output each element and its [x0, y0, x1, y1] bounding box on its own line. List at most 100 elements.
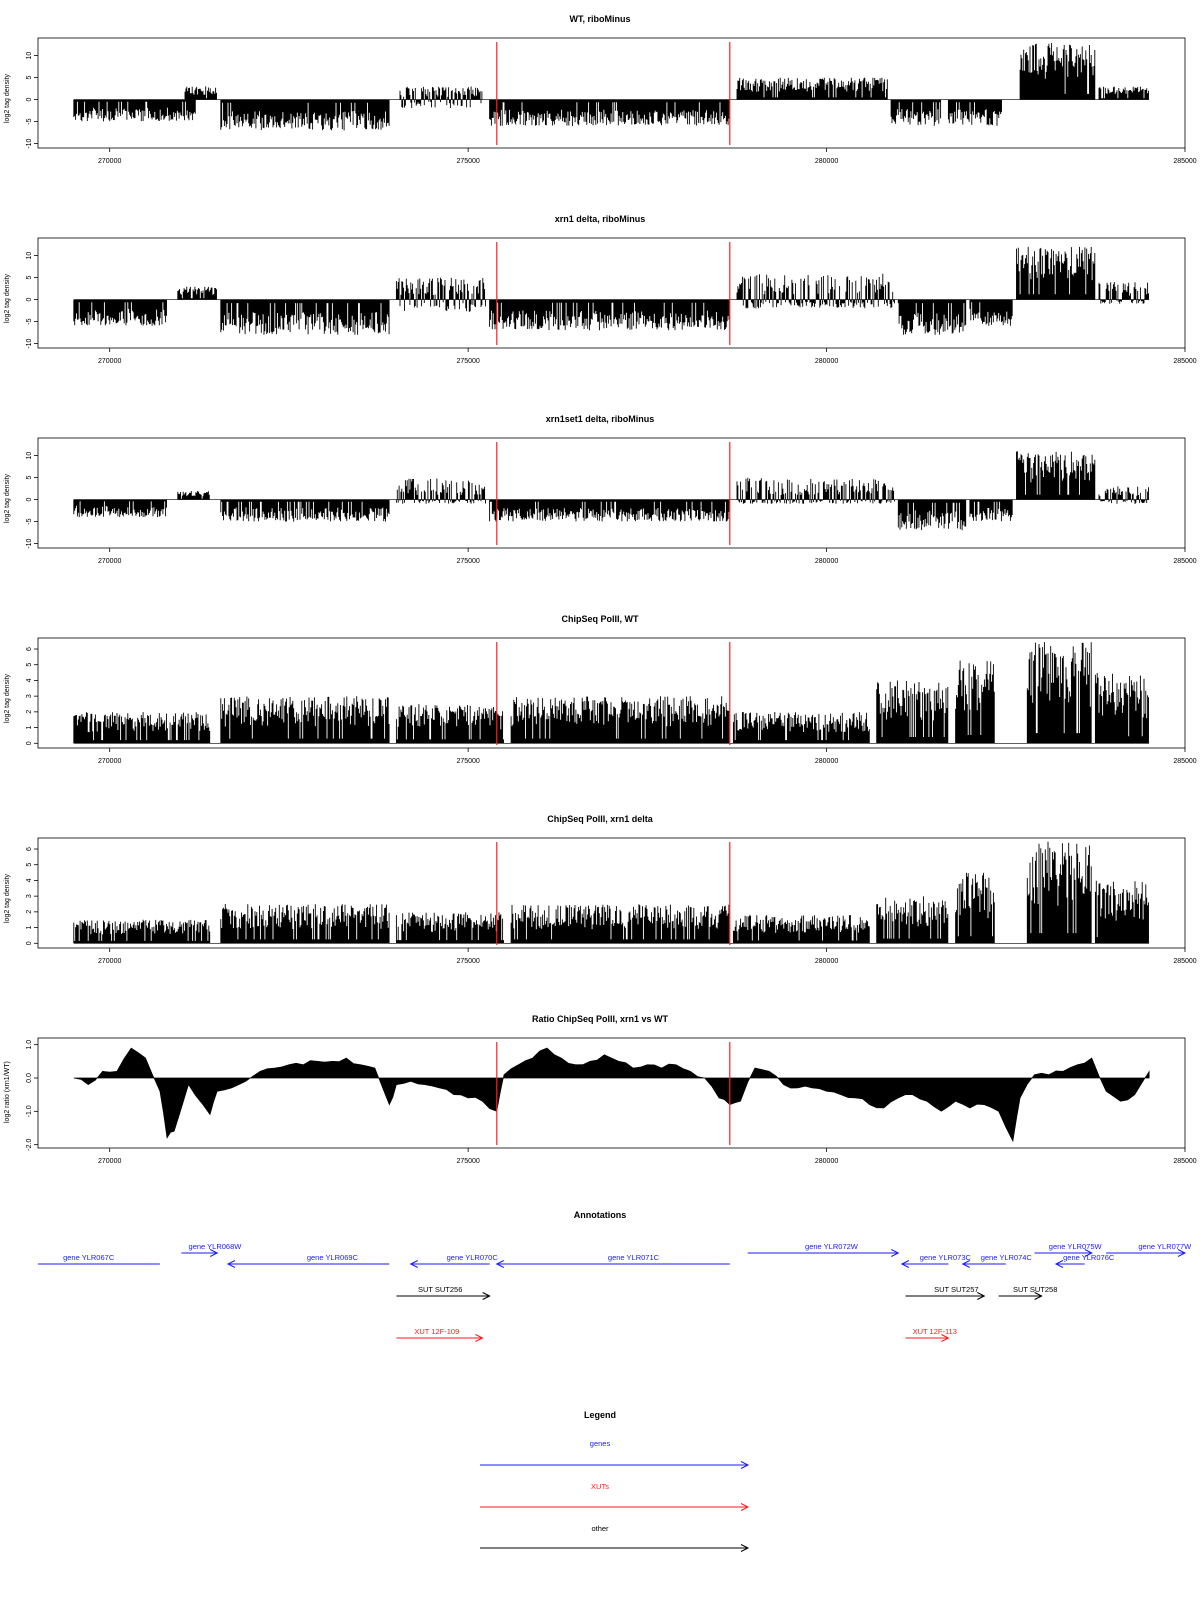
signal-bars	[73, 299, 167, 326]
x-tick-label: 270000	[98, 358, 121, 365]
x-tick-label: 280000	[815, 958, 838, 965]
signal-bars	[969, 299, 1013, 326]
signal-bars	[897, 499, 967, 531]
signal-segment	[73, 919, 211, 944]
signal-segment	[1019, 43, 1096, 100]
y-tick-label: 0	[26, 741, 33, 745]
signal-bars	[220, 499, 390, 522]
signal-segment	[177, 286, 217, 300]
plot-frame	[37, 237, 1186, 349]
signal-bars	[73, 919, 211, 944]
signal-bars	[876, 680, 949, 744]
y-tick-label: 5	[26, 76, 33, 80]
x-tick-label: 275000	[456, 358, 479, 365]
annotation-arrow-xut	[905, 1334, 950, 1342]
y-tick-label: 0.0	[26, 1073, 33, 1083]
legend-title: Legend	[583, 1410, 616, 1420]
signal-bars	[897, 299, 967, 335]
signal-bars	[73, 99, 196, 122]
arrow-head	[740, 1503, 750, 1511]
x-tick-label: 275000	[456, 158, 479, 165]
y-tick-label: -5	[26, 118, 33, 124]
annotation-arrow-gene	[900, 1260, 949, 1268]
y-tick-label: 3	[26, 694, 33, 698]
x-tick-label: 270000	[98, 958, 121, 965]
legend-arrows	[480, 1461, 750, 1552]
y-tick-label: 3	[26, 894, 33, 898]
y-tick-label: 0	[26, 298, 33, 302]
track-panel-ratio: Ratio ChipSeq PolII, xrn1 vs WT log2 rat…	[0, 1000, 1200, 1200]
track-panel-xrn1set1-riboMinus: xrn1set1 delta, riboMinus log2 tag densi…	[0, 400, 1200, 600]
signal-bars	[1026, 841, 1092, 944]
signal-bars	[1016, 451, 1096, 500]
signal-bars	[955, 872, 995, 944]
arrow-head	[1054, 1260, 1064, 1268]
legend-label-xuts: XUTs	[591, 1482, 609, 1491]
signal-bars	[1094, 880, 1149, 944]
x-tick-label: 275000	[456, 1158, 479, 1165]
signal-bars	[1098, 486, 1149, 504]
arrow-head	[961, 1260, 970, 1268]
annotation-arrow-xut	[396, 1334, 484, 1342]
signal-bars	[220, 299, 390, 335]
signal-bars	[399, 86, 483, 108]
annotation-label-gene: gene YLR076C	[1063, 1253, 1115, 1262]
signal-bars	[489, 299, 730, 331]
arrow-head	[941, 1334, 950, 1342]
signal-segment	[1094, 673, 1149, 744]
signal-segment	[732, 915, 870, 944]
signal-segment	[220, 499, 390, 522]
x-tick-label: 275000	[456, 558, 479, 565]
signal-segment	[1026, 841, 1092, 944]
signal-segment	[73, 712, 211, 744]
panel-title: xrn1 delta, riboMinus	[554, 214, 646, 224]
signal-bars	[1098, 86, 1149, 100]
x-tick-label: 280000	[815, 758, 838, 765]
y-tick-label: 0	[26, 941, 33, 945]
signal-bars	[177, 286, 217, 300]
y-tick-label: 10	[26, 52, 33, 60]
track-plot: 0 1 2 3 4 5 6 270000 275000 280000 285000	[26, 837, 1197, 965]
x-tick-label: 275000	[456, 758, 479, 765]
signal-segment	[1016, 451, 1096, 500]
arrow-head	[891, 1249, 900, 1257]
signal-bars	[395, 912, 504, 944]
y-tick-label: 5	[26, 476, 33, 480]
signal-segment	[220, 299, 390, 335]
x-tick-label: 285000	[1173, 758, 1196, 765]
signal-bars	[395, 277, 486, 312]
arrow-head	[1034, 1292, 1043, 1300]
annotation-arrow-gene	[747, 1249, 900, 1257]
annotations-plot	[38, 1249, 1187, 1342]
signal-segment	[969, 299, 1013, 326]
arrow-head	[226, 1260, 236, 1268]
annotation-arrow-gene	[409, 1260, 490, 1268]
signal-segment	[1098, 486, 1149, 504]
legend-arrow-genes	[480, 1461, 750, 1469]
track-plot: -10 -5 0 5 10 270000 275000 280000 285000	[26, 237, 1197, 365]
annotation-arrow-gene	[1106, 1249, 1187, 1257]
signal-segment	[395, 704, 504, 744]
y-tick-label: 4	[26, 678, 33, 682]
annotation-label-gene: gene YLR070C	[446, 1253, 498, 1262]
signal-segment	[220, 99, 390, 131]
signal-segment	[1098, 282, 1149, 304]
annotation-label-gene: gene YLR068W	[188, 1242, 242, 1251]
signal-bars	[395, 704, 504, 744]
signal-bars	[220, 696, 390, 744]
signal-bars	[947, 99, 1002, 126]
signal-bars	[73, 499, 167, 518]
signal-bars	[876, 896, 949, 944]
legend-arrow-other	[480, 1544, 750, 1552]
panel-title: WT, riboMinus	[569, 14, 631, 24]
y-tick-label: 4	[26, 878, 33, 882]
signal-bars	[1016, 246, 1096, 300]
signal-segment	[184, 86, 217, 100]
signal-bars	[890, 99, 942, 126]
signal-segment	[736, 477, 895, 504]
x-tick-label: 275000	[456, 958, 479, 965]
track-plot: 0 1 2 3 4 5 6 270000 275000 280000 285000	[26, 637, 1197, 765]
x-tick-label: 285000	[1173, 1158, 1196, 1165]
x-tick-label: 285000	[1173, 958, 1196, 965]
annotation-label-gene: gene YLR077W	[1138, 1242, 1192, 1251]
